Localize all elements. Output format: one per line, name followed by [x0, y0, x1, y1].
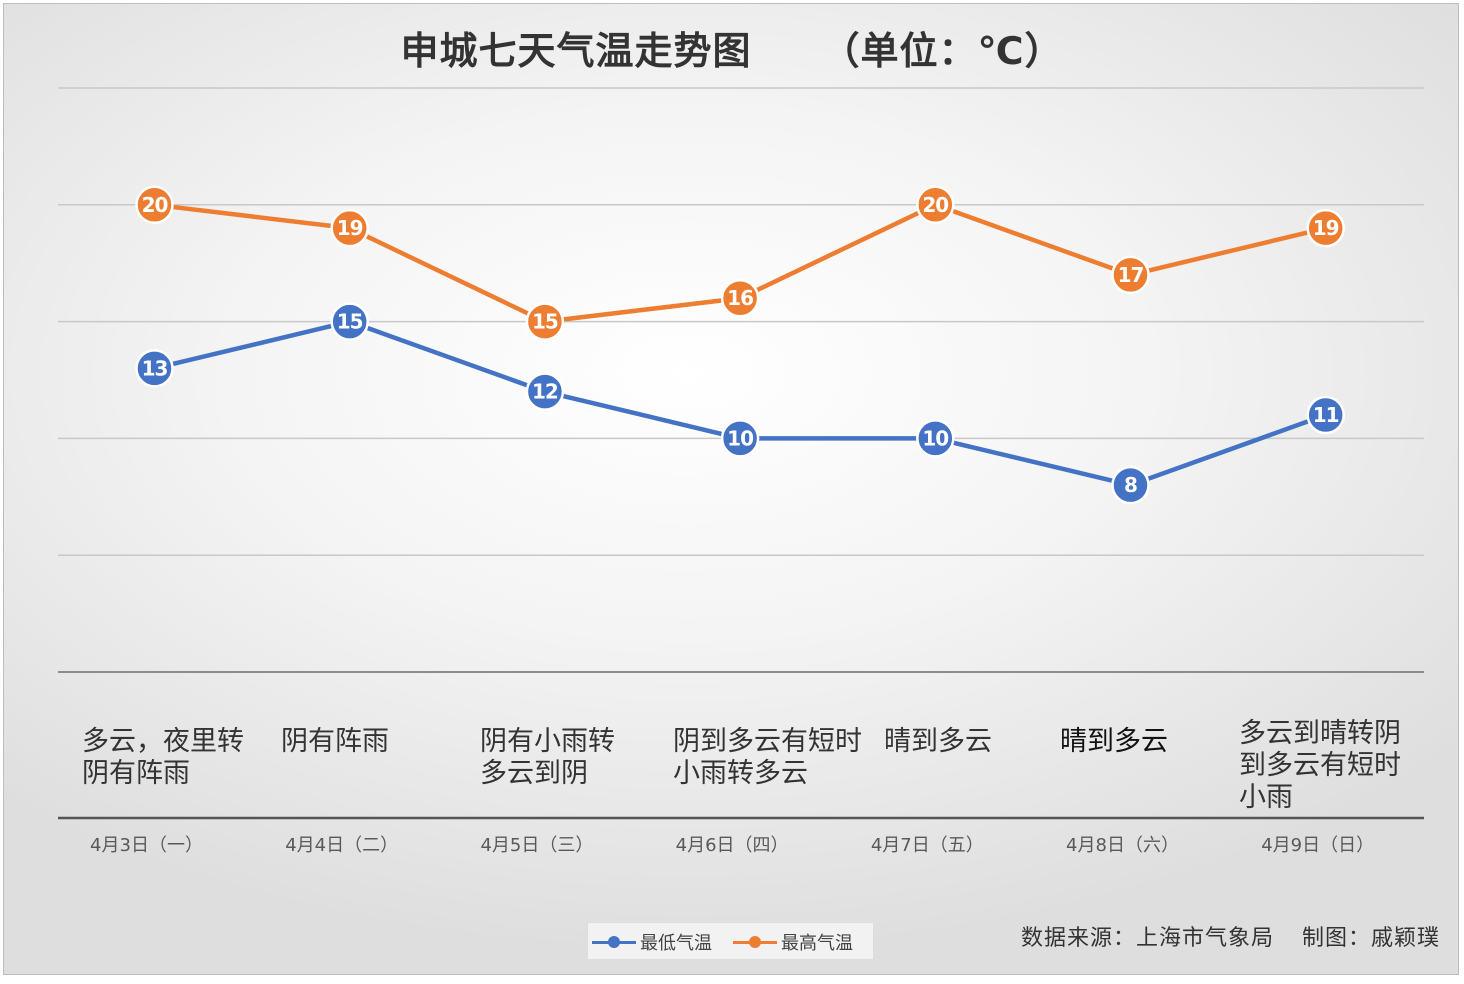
- chart-frame: [3, 3, 1459, 975]
- high-point: [720, 278, 760, 318]
- low-point: [330, 302, 369, 341]
- weather-day-6: 晴到多云: [1060, 726, 1168, 757]
- chart-legend: 最低气温 最高气温: [587, 922, 874, 960]
- low-data-label: 12: [532, 380, 558, 404]
- legend-item-low: 最低气温: [590, 923, 712, 961]
- high-data-label: 19: [1313, 216, 1339, 240]
- data-source: 数据来源：上海市气象局: [1020, 926, 1274, 951]
- high-point: [525, 302, 565, 341]
- low-data-label: 15: [337, 310, 363, 334]
- high-data-label: 16: [727, 286, 753, 310]
- weather-day-7: 多云到晴转阴到多云有短时小雨: [1239, 718, 1401, 813]
- high-point: [1111, 255, 1150, 295]
- category-tick-label: 4月6日（四）: [676, 835, 789, 856]
- low-point: [135, 349, 174, 388]
- chart-footer: 数据来源：上海市气象局 制图：戚颖璞: [1021, 920, 1440, 952]
- category-tick-label: 4月3日（一）: [90, 835, 203, 856]
- legend-swatch-high: [731, 932, 779, 952]
- low-point: [525, 372, 565, 411]
- low-data-label: 11: [1313, 403, 1339, 427]
- low-data-label: 8: [1124, 473, 1137, 497]
- legend-label-high: 最高气温: [781, 933, 853, 954]
- high-data-label: 17: [1118, 263, 1144, 287]
- category-tick-label: 4月8日（六）: [1066, 835, 1179, 856]
- low-point: [720, 419, 760, 458]
- legend-swatch-low: [590, 932, 638, 952]
- category-tick-label: 4月5日（三）: [480, 835, 593, 856]
- high-data-label: 20: [142, 193, 168, 217]
- legend-item-high: 最高气温: [731, 923, 853, 961]
- low-point: [1306, 395, 1345, 435]
- category-tick-label: 4月4日（二）: [285, 835, 398, 856]
- weather-day-2: 阴有阵雨: [281, 726, 389, 757]
- low-data-label: 10: [727, 426, 753, 450]
- high-data-label: 15: [532, 310, 558, 334]
- chart-title-main: 申城七天气温走势图: [400, 29, 752, 73]
- high-point: [916, 185, 955, 225]
- weather-day-1: 多云，夜里转阴有阵雨: [82, 726, 244, 789]
- weather-day-4: 阴到多云有短时小雨转多云: [673, 726, 862, 789]
- weather-day-3: 阴有小雨转多云到阴: [480, 726, 615, 789]
- chart-credit: 制图：戚颖璞: [1301, 926, 1440, 951]
- high-data-label: 19: [337, 216, 363, 240]
- legend-label-low: 最低气温: [640, 933, 712, 954]
- category-tick-label: 4月9日（日）: [1261, 835, 1374, 856]
- series-line-low: [153, 319, 1327, 488]
- chart-title-unit: （单位：℃）: [821, 29, 1064, 73]
- category-tick-label: 4月7日（五）: [871, 835, 984, 856]
- high-point: [135, 185, 174, 225]
- low-point: [1111, 465, 1150, 505]
- chart-title: 申城七天气温走势图 （单位：℃）: [0, 20, 1464, 75]
- low-data-label: 13: [142, 356, 168, 380]
- weather-day-5: 晴到多云: [884, 726, 992, 757]
- low-data-label: 10: [922, 426, 948, 450]
- high-point: [1306, 208, 1345, 248]
- low-point: [916, 419, 955, 458]
- high-point: [330, 208, 369, 248]
- high-data-label: 20: [922, 193, 948, 217]
